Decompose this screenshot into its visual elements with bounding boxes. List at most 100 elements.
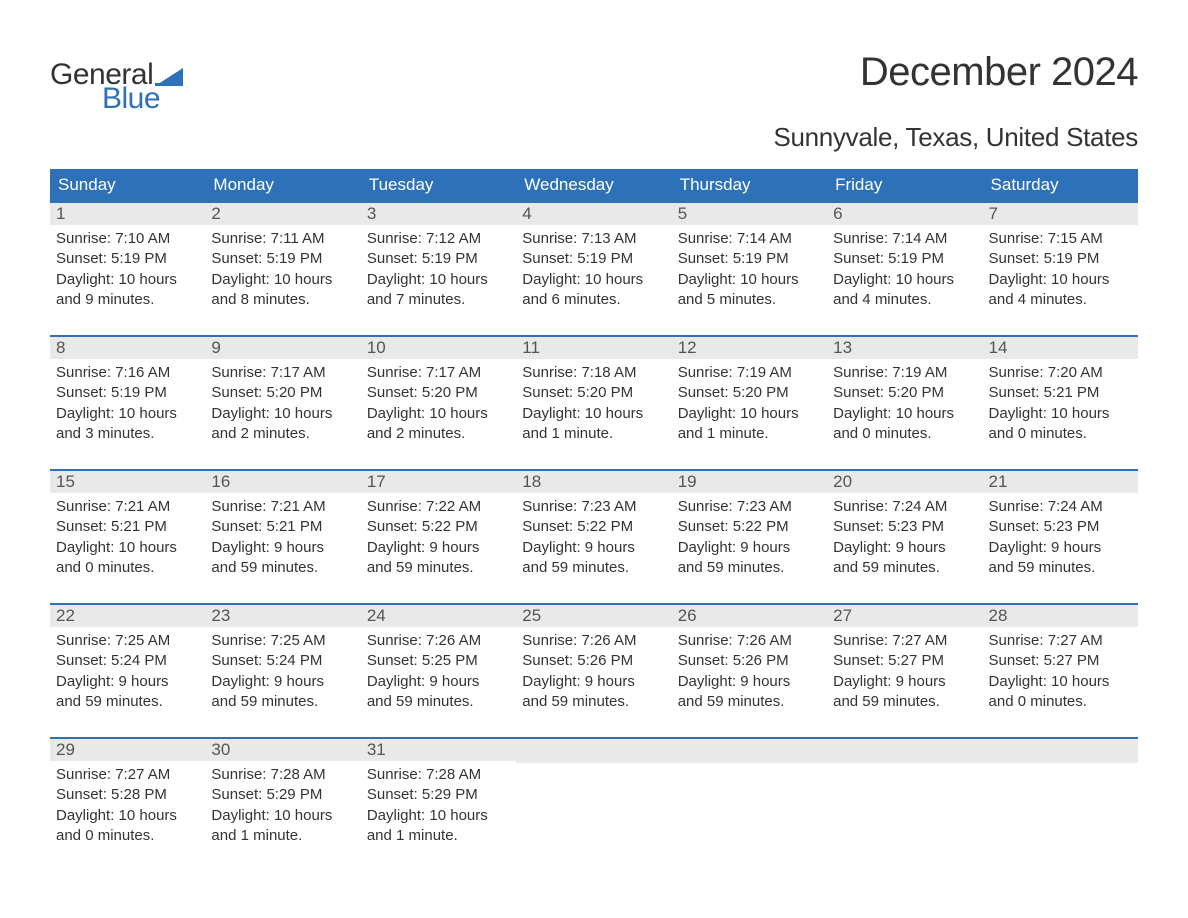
day-day1: Daylight: 9 hours — [833, 672, 976, 692]
day-sunset: Sunset: 5:22 PM — [678, 517, 821, 537]
day-number: 23 — [205, 605, 360, 627]
day-cell: 6Sunrise: 7:14 AMSunset: 5:19 PMDaylight… — [827, 203, 982, 335]
day-number: 7 — [983, 203, 1138, 225]
day-sunrise: Sunrise: 7:27 AM — [56, 765, 199, 785]
day-sunrise: Sunrise: 7:19 AM — [678, 363, 821, 383]
day-sunset: Sunset: 5:19 PM — [522, 249, 665, 269]
day-day1: Daylight: 9 hours — [522, 538, 665, 558]
day-number: 27 — [827, 605, 982, 627]
day-sunset: Sunset: 5:20 PM — [367, 383, 510, 403]
location-subtitle: Sunnyvale, Texas, United States — [50, 122, 1138, 153]
day-cell: 28Sunrise: 7:27 AMSunset: 5:27 PMDayligh… — [983, 605, 1138, 737]
day-cell: 19Sunrise: 7:23 AMSunset: 5:22 PMDayligh… — [672, 471, 827, 603]
day-content: Sunrise: 7:13 AMSunset: 5:19 PMDaylight:… — [516, 225, 671, 314]
calendar: SundayMondayTuesdayWednesdayThursdayFrid… — [50, 169, 1138, 871]
day-number: 29 — [50, 739, 205, 761]
day-day2: and 59 minutes. — [522, 558, 665, 578]
day-sunset: Sunset: 5:19 PM — [56, 383, 199, 403]
day-content: Sunrise: 7:17 AMSunset: 5:20 PMDaylight:… — [205, 359, 360, 448]
day-number: 25 — [516, 605, 671, 627]
day-number: 17 — [361, 471, 516, 493]
day-number: 20 — [827, 471, 982, 493]
day-number: 2 — [205, 203, 360, 225]
day-sunset: Sunset: 5:27 PM — [989, 651, 1132, 671]
day-day1: Daylight: 9 hours — [367, 538, 510, 558]
day-day1: Daylight: 10 hours — [989, 404, 1132, 424]
day-sunset: Sunset: 5:19 PM — [367, 249, 510, 269]
day-sunset: Sunset: 5:19 PM — [989, 249, 1132, 269]
day-sunrise: Sunrise: 7:11 AM — [211, 229, 354, 249]
day-day2: and 9 minutes. — [56, 290, 199, 310]
day-day1: Daylight: 10 hours — [367, 404, 510, 424]
day-number: 12 — [672, 337, 827, 359]
day-day2: and 1 minute. — [211, 826, 354, 846]
day-day2: and 7 minutes. — [367, 290, 510, 310]
day-sunrise: Sunrise: 7:24 AM — [833, 497, 976, 517]
day-number — [827, 739, 982, 763]
day-day2: and 1 minute. — [678, 424, 821, 444]
day-day1: Daylight: 9 hours — [211, 672, 354, 692]
day-day1: Daylight: 10 hours — [211, 806, 354, 826]
day-day1: Daylight: 10 hours — [678, 404, 821, 424]
day-sunrise: Sunrise: 7:17 AM — [367, 363, 510, 383]
weekday-header-row: SundayMondayTuesdayWednesdayThursdayFrid… — [50, 169, 1138, 201]
day-sunrise: Sunrise: 7:13 AM — [522, 229, 665, 249]
day-cell: 4Sunrise: 7:13 AMSunset: 5:19 PMDaylight… — [516, 203, 671, 335]
day-sunset: Sunset: 5:21 PM — [989, 383, 1132, 403]
day-sunset: Sunset: 5:29 PM — [367, 785, 510, 805]
day-sunset: Sunset: 5:25 PM — [367, 651, 510, 671]
day-number — [672, 739, 827, 763]
weekday-header: Sunday — [50, 169, 205, 201]
day-number: 28 — [983, 605, 1138, 627]
day-sunrise: Sunrise: 7:26 AM — [367, 631, 510, 651]
day-day2: and 59 minutes. — [367, 692, 510, 712]
day-number: 6 — [827, 203, 982, 225]
day-number: 8 — [50, 337, 205, 359]
day-content: Sunrise: 7:25 AMSunset: 5:24 PMDaylight:… — [50, 627, 205, 716]
day-sunrise: Sunrise: 7:26 AM — [522, 631, 665, 651]
day-sunset: Sunset: 5:24 PM — [211, 651, 354, 671]
day-sunset: Sunset: 5:21 PM — [56, 517, 199, 537]
day-content: Sunrise: 7:23 AMSunset: 5:22 PMDaylight:… — [672, 493, 827, 582]
day-cell: 17Sunrise: 7:22 AMSunset: 5:22 PMDayligh… — [361, 471, 516, 603]
day-content: Sunrise: 7:18 AMSunset: 5:20 PMDaylight:… — [516, 359, 671, 448]
day-day2: and 0 minutes. — [56, 826, 199, 846]
day-sunrise: Sunrise: 7:22 AM — [367, 497, 510, 517]
day-day1: Daylight: 10 hours — [522, 404, 665, 424]
day-cell: 7Sunrise: 7:15 AMSunset: 5:19 PMDaylight… — [983, 203, 1138, 335]
day-cell: 15Sunrise: 7:21 AMSunset: 5:21 PMDayligh… — [50, 471, 205, 603]
day-content: Sunrise: 7:19 AMSunset: 5:20 PMDaylight:… — [827, 359, 982, 448]
day-cell: 23Sunrise: 7:25 AMSunset: 5:24 PMDayligh… — [205, 605, 360, 737]
day-day1: Daylight: 10 hours — [211, 270, 354, 290]
day-cell: 16Sunrise: 7:21 AMSunset: 5:21 PMDayligh… — [205, 471, 360, 603]
day-content: Sunrise: 7:26 AMSunset: 5:26 PMDaylight:… — [672, 627, 827, 716]
day-sunrise: Sunrise: 7:25 AM — [56, 631, 199, 651]
day-cell: 20Sunrise: 7:24 AMSunset: 5:23 PMDayligh… — [827, 471, 982, 603]
day-cell — [516, 739, 671, 871]
day-day2: and 1 minute. — [367, 826, 510, 846]
day-content: Sunrise: 7:21 AMSunset: 5:21 PMDaylight:… — [205, 493, 360, 582]
day-content: Sunrise: 7:25 AMSunset: 5:24 PMDaylight:… — [205, 627, 360, 716]
day-day2: and 59 minutes. — [211, 558, 354, 578]
day-sunset: Sunset: 5:28 PM — [56, 785, 199, 805]
day-content: Sunrise: 7:17 AMSunset: 5:20 PMDaylight:… — [361, 359, 516, 448]
day-day2: and 6 minutes. — [522, 290, 665, 310]
day-cell: 14Sunrise: 7:20 AMSunset: 5:21 PMDayligh… — [983, 337, 1138, 469]
weekday-header: Saturday — [983, 169, 1138, 201]
day-sunrise: Sunrise: 7:19 AM — [833, 363, 976, 383]
day-day2: and 59 minutes. — [678, 558, 821, 578]
day-content: Sunrise: 7:21 AMSunset: 5:21 PMDaylight:… — [50, 493, 205, 582]
day-sunset: Sunset: 5:26 PM — [522, 651, 665, 671]
day-day2: and 4 minutes. — [833, 290, 976, 310]
day-cell: 29 Sunrise: 7:27 AMSunset: 5:28 PMDayligh… — [50, 739, 205, 871]
day-cell: 25Sunrise: 7:26 AMSunset: 5:26 PMDayligh… — [516, 605, 671, 737]
day-cell: 21Sunrise: 7:24 AMSunset: 5:23 PMDayligh… — [983, 471, 1138, 603]
day-sunset: Sunset: 5:19 PM — [833, 249, 976, 269]
day-content: Sunrise: 7:23 AMSunset: 5:22 PMDaylight:… — [516, 493, 671, 582]
day-cell: 31Sunrise: 7:28 AMSunset: 5:29 PMDayligh… — [361, 739, 516, 871]
day-sunrise: Sunrise: 7:14 AM — [678, 229, 821, 249]
day-day1: Daylight: 10 hours — [989, 672, 1132, 692]
day-sunset: Sunset: 5:20 PM — [678, 383, 821, 403]
day-day1: Daylight: 10 hours — [56, 806, 199, 826]
weekday-header: Friday — [827, 169, 982, 201]
